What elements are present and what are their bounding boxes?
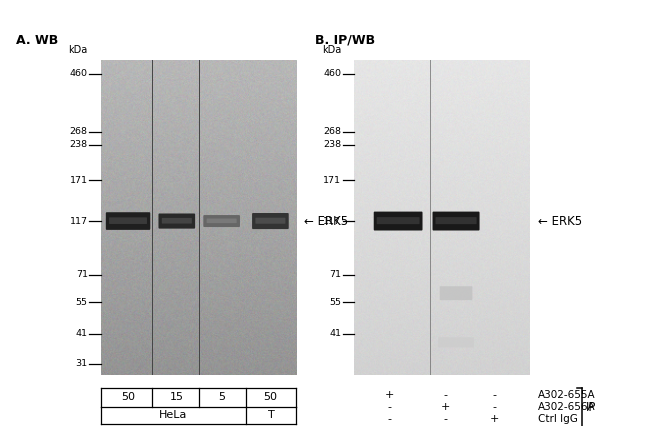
- Text: 41: 41: [330, 329, 341, 338]
- Text: 171: 171: [70, 176, 88, 185]
- Text: 31: 31: [75, 360, 88, 368]
- Text: A. WB: A. WB: [16, 34, 58, 47]
- Text: T: T: [268, 410, 274, 420]
- Text: A302-655A: A302-655A: [538, 390, 595, 400]
- FancyBboxPatch shape: [252, 213, 289, 229]
- Text: 460: 460: [323, 69, 341, 78]
- Text: HeLa: HeLa: [159, 410, 188, 420]
- Text: B. IP/WB: B. IP/WB: [315, 34, 376, 47]
- FancyBboxPatch shape: [109, 217, 147, 224]
- Text: 5: 5: [218, 392, 225, 403]
- Text: kDa: kDa: [322, 45, 341, 55]
- FancyBboxPatch shape: [207, 219, 237, 223]
- Text: -: -: [493, 402, 497, 412]
- Text: 50: 50: [121, 392, 135, 403]
- Text: 268: 268: [70, 127, 88, 136]
- Text: +: +: [490, 414, 499, 424]
- Text: -: -: [387, 414, 391, 424]
- Text: 268: 268: [323, 127, 341, 136]
- Text: 238: 238: [323, 140, 341, 149]
- Text: +: +: [441, 402, 450, 412]
- FancyBboxPatch shape: [255, 218, 285, 224]
- Text: IP: IP: [586, 401, 596, 414]
- Text: 171: 171: [323, 176, 341, 185]
- Text: 41: 41: [76, 329, 88, 338]
- FancyBboxPatch shape: [377, 217, 419, 224]
- Text: -: -: [443, 414, 447, 424]
- Text: A302-656A: A302-656A: [538, 402, 595, 412]
- Text: -: -: [387, 402, 391, 412]
- Text: +: +: [385, 390, 394, 400]
- Text: Ctrl IgG: Ctrl IgG: [538, 414, 577, 424]
- Text: 55: 55: [330, 298, 341, 307]
- FancyBboxPatch shape: [374, 212, 422, 230]
- FancyBboxPatch shape: [106, 212, 150, 230]
- Text: -: -: [443, 390, 447, 400]
- Text: 117: 117: [70, 216, 88, 225]
- FancyBboxPatch shape: [438, 337, 474, 347]
- Text: -: -: [493, 390, 497, 400]
- Text: ← ERK5: ← ERK5: [304, 215, 348, 227]
- Text: 15: 15: [170, 392, 184, 403]
- Text: kDa: kDa: [68, 45, 88, 55]
- Text: 50: 50: [263, 392, 278, 403]
- Text: 71: 71: [76, 270, 88, 279]
- Text: 238: 238: [70, 140, 88, 149]
- FancyBboxPatch shape: [203, 215, 240, 227]
- FancyBboxPatch shape: [162, 218, 192, 224]
- Text: 55: 55: [76, 298, 88, 307]
- FancyBboxPatch shape: [432, 212, 480, 230]
- FancyBboxPatch shape: [159, 213, 195, 229]
- FancyBboxPatch shape: [439, 286, 473, 300]
- Text: ← ERK5: ← ERK5: [538, 215, 582, 227]
- FancyBboxPatch shape: [436, 217, 476, 224]
- Text: 71: 71: [330, 270, 341, 279]
- Text: 117: 117: [323, 216, 341, 225]
- Text: 460: 460: [70, 69, 88, 78]
